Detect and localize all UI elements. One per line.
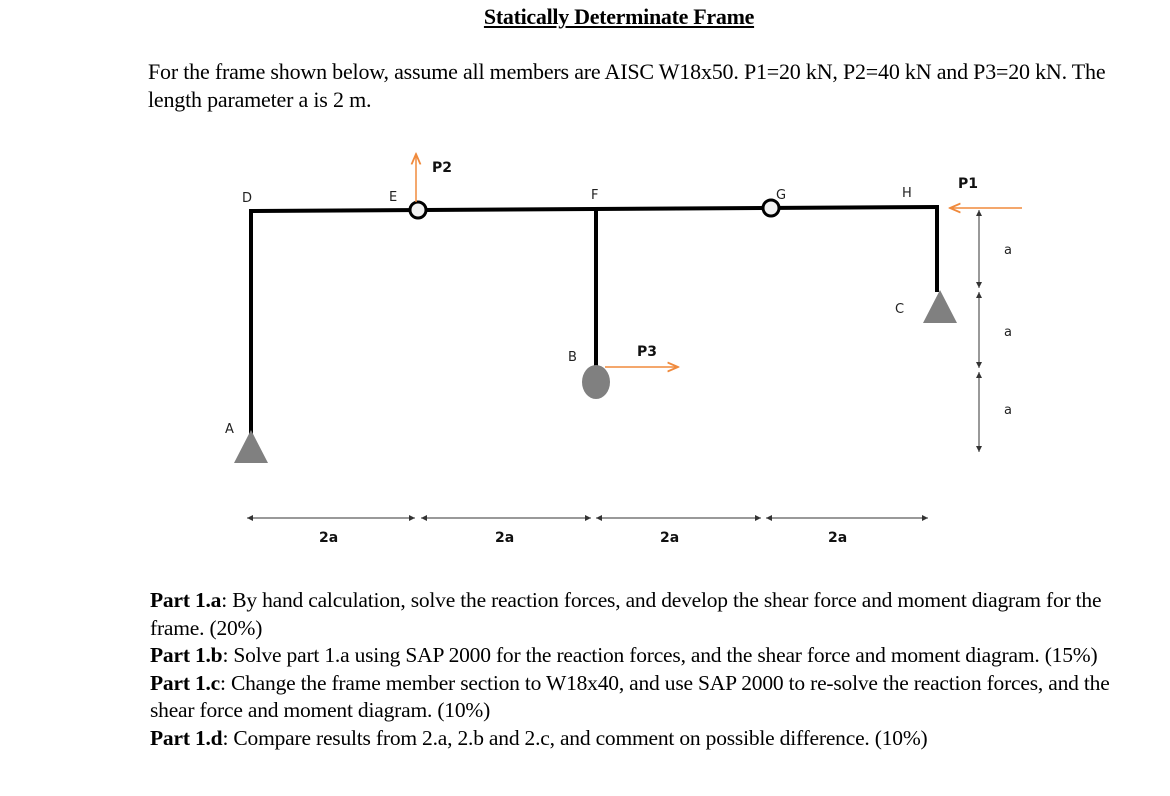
dim-label-EF: 2a xyxy=(495,530,514,546)
hinge-E xyxy=(408,200,428,220)
dim-label-DE: 2a xyxy=(319,530,338,546)
task-part-1d: Part 1.d: Compare results from 2.a, 2.b … xyxy=(150,725,1150,753)
node-label-G: G xyxy=(776,188,786,203)
task-part-1a: Part 1.a: By hand calculation, solve the… xyxy=(150,587,1150,642)
dim-label-FG: 2a xyxy=(660,530,679,546)
task-text: : Solve part 1.a using SAP 2000 for the … xyxy=(222,643,1098,667)
task-label: Part 1.b xyxy=(150,643,223,667)
roller-support-B xyxy=(582,365,610,399)
task-label: Part 1.c xyxy=(150,670,221,695)
load-label-P1: P1 xyxy=(958,176,978,192)
problem-statement: For the frame shown below, assume all me… xyxy=(148,59,1106,112)
dim-label-vertical-2: a xyxy=(1004,325,1012,340)
task-part-1c: Part 1.c: Change the frame member sectio… xyxy=(150,670,1150,725)
pin-support-A xyxy=(234,430,268,463)
dim-label-GH: 2a xyxy=(828,530,847,546)
node-label-F: F xyxy=(591,188,598,203)
task-text: : Compare results from 2.a, 2.b and 2.c,… xyxy=(222,725,928,750)
load-label-P3: P3 xyxy=(637,344,657,360)
task-text: : Change the frame member section to W18… xyxy=(150,670,1110,723)
node-label-D: D xyxy=(242,191,252,206)
dim-label-vertical-3: a xyxy=(1004,403,1012,418)
node-label-C: C xyxy=(895,302,904,317)
pin-support-C xyxy=(923,290,957,323)
task-list: Part 1.a: By hand calculation, solve the… xyxy=(150,587,1150,752)
task-label: Part 1.d xyxy=(150,725,223,750)
page-title: Statically Determinate Frame xyxy=(483,4,755,29)
frame-members xyxy=(248,205,940,463)
node-label-E: E xyxy=(389,190,397,205)
task-text: : By hand calculation, solve the reactio… xyxy=(150,588,1102,640)
task-part-1b: Part 1.b: Solve part 1.a using SAP 2000 … xyxy=(150,642,1150,670)
load-label-P2: P2 xyxy=(432,160,452,176)
node-label-H: H xyxy=(902,186,912,201)
node-label-B: B xyxy=(568,350,577,365)
node-label-A: A xyxy=(225,422,234,437)
task-label: Part 1.a xyxy=(150,588,222,612)
hinge-G xyxy=(761,198,781,218)
dim-label-vertical-1: a xyxy=(1004,243,1012,258)
